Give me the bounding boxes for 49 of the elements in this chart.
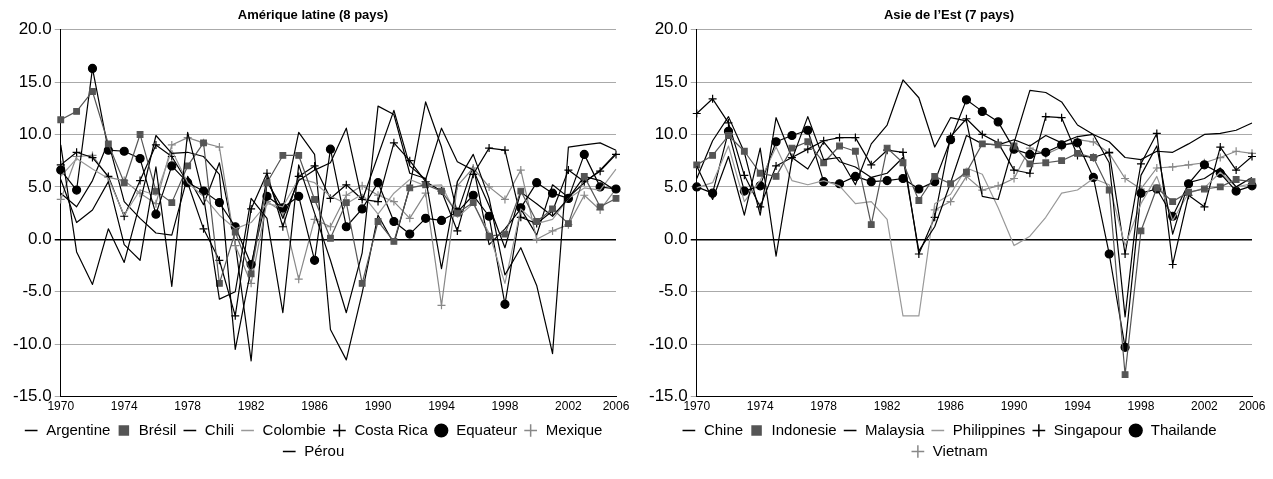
legend-label: Singapour bbox=[1053, 420, 1123, 438]
x-tick-label: 1994 bbox=[1064, 399, 1092, 414]
y-tick-label: 20.0 bbox=[654, 19, 688, 39]
x-tick-label: 2006 bbox=[1238, 399, 1266, 414]
legend-label: Malaysia bbox=[865, 420, 925, 438]
legend-label: Mexique bbox=[545, 420, 603, 438]
x-tick-label: 1990 bbox=[364, 399, 392, 414]
y-tick-label: 15.0 bbox=[654, 71, 688, 91]
y-tick-label: 20.0 bbox=[18, 19, 52, 39]
x-tick-label: 1978 bbox=[174, 399, 202, 414]
legend-label: Pérou bbox=[304, 441, 345, 459]
y-tick-label: 0.0 bbox=[28, 229, 52, 248]
y-tick-label: 5.0 bbox=[28, 176, 52, 196]
x-tick-label: 1982 bbox=[237, 399, 265, 414]
y-tick-label: -5.0 bbox=[658, 281, 688, 301]
chart-title: Amérique latine (8 pays) bbox=[237, 7, 389, 23]
legend-label: Philippines bbox=[952, 420, 1026, 438]
x-tick-label: 2006 bbox=[602, 399, 630, 414]
x-tick-label: 1986 bbox=[301, 399, 329, 414]
legend-label: Thailande bbox=[1150, 420, 1217, 438]
legend-label: Indonesie bbox=[771, 420, 837, 438]
x-tick-label: 1974 bbox=[746, 399, 774, 414]
x-tick-label: 2002 bbox=[1191, 399, 1219, 414]
y-tick-label: -5.0 bbox=[22, 281, 52, 301]
legend-label: Argentine bbox=[46, 420, 111, 438]
y-tick-label: 15.0 bbox=[18, 71, 52, 91]
legend-label: Equateur bbox=[456, 420, 518, 438]
legend-label: Vietnam bbox=[932, 441, 988, 459]
y-tick-label: -10.0 bbox=[649, 333, 688, 353]
legend-label: Chili bbox=[204, 420, 235, 438]
x-tick-label: 2002 bbox=[555, 399, 583, 414]
legend-label: Chine bbox=[703, 420, 744, 438]
x-tick-label: 1978 bbox=[810, 399, 838, 414]
x-tick-label: 1986 bbox=[937, 399, 965, 414]
x-tick-label: 1974 bbox=[110, 399, 138, 414]
legend-label: Colombie bbox=[262, 420, 326, 438]
x-tick-label: 1982 bbox=[873, 399, 901, 414]
x-tick-label: 1994 bbox=[428, 399, 456, 414]
chart-title: Asie de l’Est (7 pays) bbox=[883, 7, 1015, 23]
legend-label: Brésil bbox=[138, 420, 177, 438]
y-tick-label: 10.0 bbox=[18, 124, 52, 144]
x-tick-label: 1998 bbox=[491, 399, 519, 414]
y-tick-label: 5.0 bbox=[664, 176, 688, 196]
y-tick-label: -10.0 bbox=[13, 333, 52, 353]
y-tick-label: 10.0 bbox=[654, 124, 688, 144]
y-tick-label: 0.0 bbox=[664, 229, 688, 248]
x-tick-label: 1990 bbox=[1000, 399, 1028, 414]
legend-label: Costa Rica bbox=[354, 420, 429, 438]
x-tick-label: 1998 bbox=[1127, 399, 1155, 414]
